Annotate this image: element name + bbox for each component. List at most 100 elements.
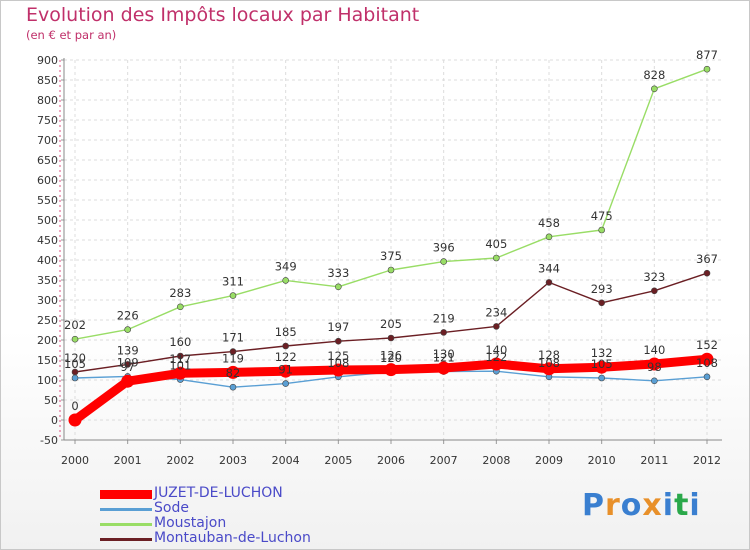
y-tick-label: 850	[37, 74, 58, 87]
data-label: 344	[538, 261, 560, 275]
data-point	[489, 357, 503, 371]
data-label: 132	[591, 346, 613, 360]
data-label: 130	[433, 347, 455, 361]
data-label: 185	[275, 325, 297, 339]
data-label: 0	[71, 399, 78, 413]
data-label: 140	[643, 343, 665, 357]
data-point	[703, 269, 711, 277]
x-tick-label: 2000	[61, 454, 89, 467]
data-label: 82	[226, 366, 241, 380]
y-tick-label: 750	[37, 114, 58, 127]
data-label: 375	[380, 249, 402, 263]
data-label: 139	[117, 343, 139, 357]
y-tick-label: 350	[37, 274, 58, 287]
data-label: 202	[64, 318, 86, 332]
y-tick-label: 650	[37, 154, 58, 167]
data-point	[229, 383, 237, 391]
legend-label: JUZET-DE-LUCHON	[154, 485, 283, 501]
y-tick-label: 100	[37, 374, 58, 387]
logo-letter: i	[662, 488, 675, 523]
x-tick-label: 2007	[430, 454, 458, 467]
y-tick-label: 800	[37, 94, 58, 107]
data-label: 126	[380, 349, 402, 363]
data-point	[437, 361, 451, 375]
x-tick-label: 2005	[324, 454, 352, 467]
data-point	[229, 292, 237, 299]
y-tick-label: 500	[37, 214, 58, 227]
data-point	[493, 323, 500, 330]
data-label: 475	[591, 209, 613, 223]
y-tick-label: 450	[37, 234, 58, 247]
data-point	[595, 360, 609, 374]
data-point	[177, 303, 184, 311]
data-label: 140	[485, 343, 507, 357]
y-tick-label: 200	[37, 334, 58, 347]
data-point	[651, 85, 658, 93]
legend-label: Montauban-de-Luchon	[154, 530, 311, 546]
data-point	[177, 352, 184, 360]
x-tick-label: 2003	[219, 454, 247, 467]
y-tick-label: -50	[40, 434, 58, 447]
data-label: 125	[327, 349, 349, 363]
data-label: 323	[643, 270, 665, 284]
logo-letter: P	[582, 488, 605, 523]
data-point	[493, 254, 500, 262]
x-tick-label: 2009	[535, 454, 563, 467]
data-label: 120	[380, 351, 402, 365]
data-label: 219	[433, 311, 455, 325]
data-point	[226, 365, 240, 379]
data-point	[387, 334, 395, 342]
data-point	[282, 277, 289, 284]
data-label: 828	[643, 68, 665, 82]
data-label: 119	[222, 351, 244, 365]
data-label: 405	[485, 237, 507, 251]
data-point	[71, 374, 79, 382]
data-label: 152	[696, 338, 718, 352]
data-label: 128	[538, 348, 560, 362]
data-label: 108	[327, 356, 349, 370]
chart-subtitle: (en € et par an)	[26, 28, 117, 42]
data-label: 205	[380, 317, 402, 331]
data-point	[545, 233, 553, 241]
y-tick-label: 300	[37, 294, 58, 307]
y-tick-label: 0	[51, 414, 58, 427]
data-point	[598, 299, 605, 307]
data-point	[71, 335, 79, 343]
data-label: 105	[64, 357, 86, 371]
data-point	[545, 279, 553, 286]
y-tick-label: 150	[37, 354, 58, 367]
data-label: 91	[278, 363, 293, 377]
data-label: 171	[222, 331, 244, 345]
data-point	[542, 362, 556, 376]
legend-label: Moustajon	[154, 515, 227, 531]
data-label: 121	[433, 351, 455, 365]
y-tick-label: 50	[44, 394, 58, 407]
data-label: 98	[647, 360, 662, 374]
data-label: 120	[64, 351, 86, 365]
legend-swatch	[100, 507, 152, 511]
data-point	[279, 364, 293, 378]
logo-letter: r	[605, 488, 621, 523]
x-tick-label: 2001	[114, 454, 142, 467]
data-point	[647, 357, 661, 371]
data-label: 333	[327, 266, 349, 280]
data-label: 160	[169, 335, 191, 349]
data-point	[282, 380, 289, 387]
x-tick-label: 2012	[693, 454, 721, 467]
logo-letter: o	[620, 488, 643, 523]
x-tick-label: 2002	[166, 454, 194, 467]
data-point	[700, 352, 714, 366]
data-label: 396	[433, 241, 455, 255]
legend-label: Sode	[154, 500, 189, 516]
data-point	[335, 337, 342, 345]
x-tick-label: 2011	[640, 454, 668, 467]
data-point	[440, 258, 447, 265]
data-point	[331, 363, 345, 377]
data-point	[173, 366, 187, 380]
data-point	[598, 374, 605, 382]
data-point	[124, 326, 131, 333]
legend-swatch	[100, 537, 152, 541]
data-label: 458	[538, 216, 560, 230]
data-point	[387, 266, 395, 274]
